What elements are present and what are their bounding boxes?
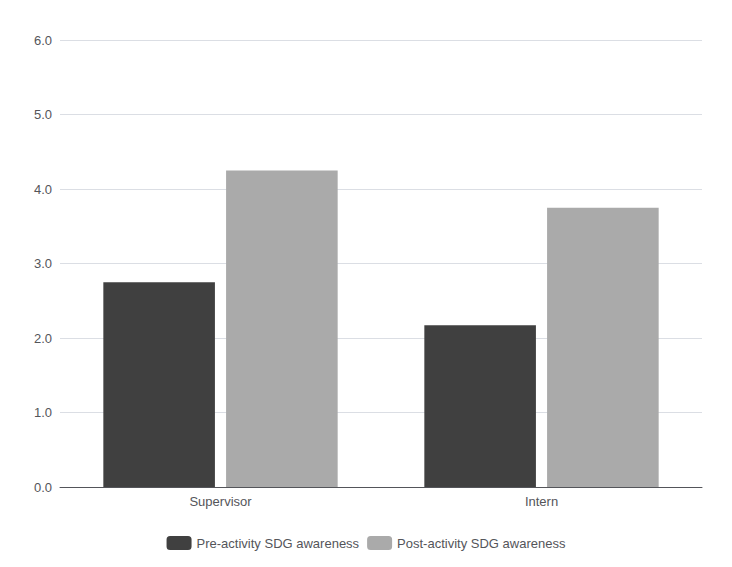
svg-text:0.0: 0.0 bbox=[34, 480, 52, 495]
svg-text:6.0: 6.0 bbox=[34, 33, 52, 48]
svg-text:2.0: 2.0 bbox=[34, 331, 52, 346]
svg-text:5.0: 5.0 bbox=[34, 107, 52, 122]
svg-text:3.0: 3.0 bbox=[34, 256, 52, 271]
svg-text:Intern: Intern bbox=[525, 494, 558, 509]
svg-text:Pre-activity SDG awareness: Pre-activity SDG awareness bbox=[197, 536, 360, 551]
svg-text:4.0: 4.0 bbox=[34, 182, 52, 197]
svg-text:Post-activity SDG awareness: Post-activity SDG awareness bbox=[397, 536, 566, 551]
svg-text:1.0: 1.0 bbox=[34, 405, 52, 420]
svg-text:Supervisor: Supervisor bbox=[189, 494, 252, 509]
